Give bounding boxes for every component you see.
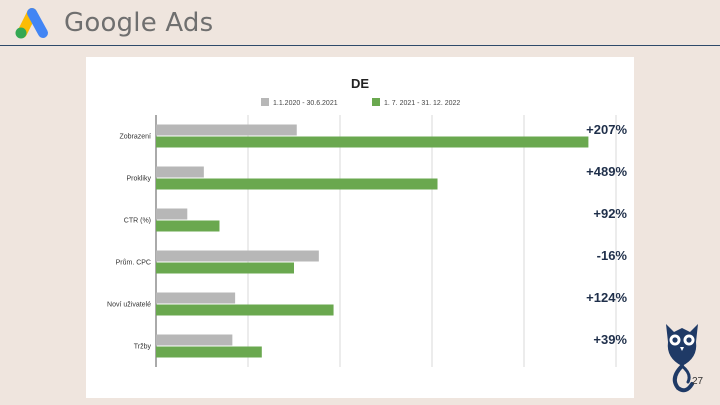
header-divider xyxy=(0,45,720,46)
category-label: Zobrazení xyxy=(119,134,151,141)
bar-series-1 xyxy=(156,124,297,136)
change-label: +207% xyxy=(586,122,627,137)
page-number: 27 xyxy=(692,376,704,387)
bar-series-2 xyxy=(156,220,220,232)
bar-series-2 xyxy=(156,346,262,358)
legend-label-2: 1. 7. 2021 - 31. 12. 2022 xyxy=(384,100,460,107)
logo-text: Google Ads xyxy=(64,8,214,38)
category-label: Tržby xyxy=(134,344,152,351)
bar-series-1 xyxy=(156,334,233,346)
change-label: +489% xyxy=(586,164,627,179)
bar-series-1 xyxy=(156,208,188,220)
category-label: Prokliky xyxy=(126,176,151,183)
bar-series-1 xyxy=(156,250,319,262)
legend-label-1: 1.1.2020 - 30.6.2021 xyxy=(273,100,338,107)
bar-series-2 xyxy=(156,262,294,274)
category-label: Noví uživatelé xyxy=(107,302,151,309)
legend-swatch-2 xyxy=(372,98,380,106)
google-ads-logo-icon xyxy=(15,8,48,39)
chart-title: DE xyxy=(351,76,369,91)
bar-series-2 xyxy=(156,178,438,190)
change-label: +92% xyxy=(593,206,627,221)
bar-chart: DE 1.1.2020 - 30.6.2021 1. 7. 2021 - 31. 1… xyxy=(107,76,628,367)
change-label: -16% xyxy=(597,248,628,263)
bar-series-2 xyxy=(156,136,589,148)
bar-series-1 xyxy=(156,292,236,304)
chart-card: DE 1.1.2020 - 30.6.2021 1. 7. 2021 - 31. 1… xyxy=(86,57,634,398)
owl-logo-icon xyxy=(666,324,698,393)
change-label: +39% xyxy=(593,332,627,347)
legend-swatch-1 xyxy=(261,98,269,106)
category-label: CTR (%) xyxy=(124,218,151,225)
change-label: +124% xyxy=(586,290,627,305)
category-label: Prům. CPC xyxy=(116,259,151,267)
google-ads-logo: Google Ads xyxy=(12,4,213,42)
bar-series-2 xyxy=(156,304,334,316)
bar-series-1 xyxy=(156,166,204,178)
